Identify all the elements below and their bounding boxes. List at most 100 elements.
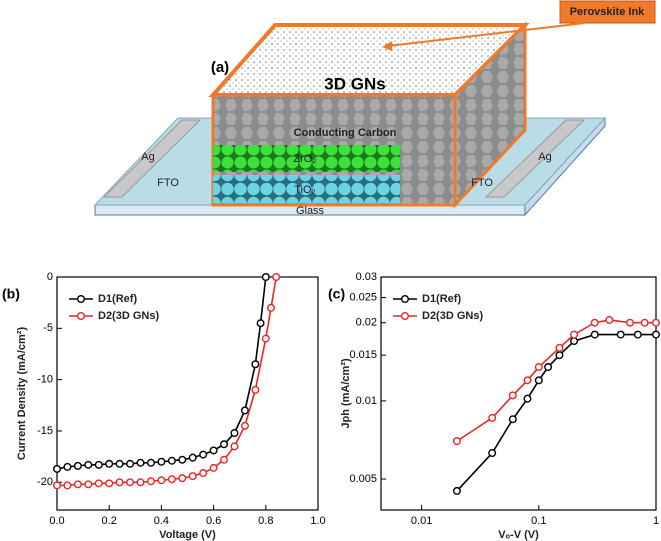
carbon-label: Conducting Carbon [294,127,397,139]
data-point [53,481,62,490]
data-point [626,318,635,327]
legend-label: D1(Ref) [422,293,461,305]
data-point [261,273,270,282]
y-tick-label: 0 [47,271,53,283]
data-point [508,391,517,400]
ag-strip [102,119,202,198]
data-point [199,469,208,478]
data-point [178,455,187,464]
data-point [178,474,187,483]
data-point [136,478,145,487]
legend-label: D2(3D GNs) [422,310,483,322]
legend-marker [76,312,85,321]
y-tick-label: 0.02 [356,317,377,329]
y-axis-label: Current Density (mA/cm²) [16,327,28,461]
data-point [452,486,461,495]
plot-frame [380,276,657,511]
top-label: 3D GNs [324,74,385,93]
data-point [652,318,661,327]
x-tick-label: 1 [653,515,659,527]
x-axis-label: Voltage (V) [159,529,216,541]
y-tick-label: -5 [43,322,53,334]
plot-frame [56,276,319,511]
data-point [555,351,564,360]
y-axis-label: Jph (mA/cm²) [340,358,352,429]
data-point [209,446,218,455]
x-tick-label: 0.1 [531,515,546,527]
series-line [456,333,656,492]
data-point [230,429,239,438]
data-point [452,437,461,446]
glass-label: Glass [296,205,325,217]
zro2-label: ZrO₂ [293,153,316,165]
data-point [272,273,281,282]
data-point [267,303,276,312]
data-point [84,460,93,469]
panel-label: (a) [211,59,229,76]
y-tick-label: 0.03 [356,271,377,283]
data-point [105,459,114,468]
x-tick-label: 0.0 [49,515,64,527]
data-point [261,334,270,343]
legend-marker [401,312,410,321]
x-tick-label: 0.2 [102,515,117,527]
data-point [240,421,249,430]
data-point [126,459,135,468]
data-point [570,337,579,346]
data-point [555,343,564,352]
data-point [157,457,166,466]
data-point [544,363,553,372]
y-tick-label: 0.015 [349,349,377,361]
fto-label: FTO [157,177,179,189]
legend-marker [401,295,410,304]
data-point [105,479,114,488]
series-line [57,276,278,487]
data-point [157,476,166,485]
data-point [146,458,155,467]
data-point [251,385,260,394]
data-point [63,462,72,471]
data-point [115,478,124,487]
arrow-head [382,41,392,51]
series-line [456,319,656,442]
x-tick-label: 0.4 [154,515,169,527]
zro2-layer [213,145,400,172]
data-point [534,363,543,372]
data-point [652,330,661,339]
data-point [199,450,208,459]
data-point [209,463,218,472]
tio2-label: TiO₂ [294,184,316,196]
data-point [640,318,649,327]
series-line [56,276,267,470]
data-point [188,472,197,481]
x-axis-label: Vₒ-V (V) [498,529,539,541]
y-tick-label: 0.025 [349,291,377,303]
data-point [616,330,625,339]
data-point [136,458,145,467]
ink-label: Perovskite Ink [570,6,645,18]
ink-box [559,0,656,24]
y-tick-label: 0.01 [356,395,377,407]
data-point [488,448,497,457]
tio2-layer [213,175,400,203]
data-point [523,376,532,385]
data-point [508,415,517,424]
y-tick-label: -20 [37,476,53,488]
ag-strip [484,119,586,198]
data-point [73,480,82,489]
panel-label: (b) [2,286,20,302]
data-point [84,480,93,489]
data-point [523,394,532,403]
diagram: Perovskite Ink (a) 3D GNs Conducting Car… [93,0,656,217]
data-point [570,330,579,339]
data-point [63,481,72,490]
data-point [590,330,599,339]
x-tick-label: 0.6 [206,515,221,527]
data-point [94,479,103,488]
data-point [256,319,265,328]
data-point [220,455,229,464]
data-point [230,442,239,451]
legend-label: D2(3D GNs) [98,310,159,322]
data-point [167,475,176,484]
